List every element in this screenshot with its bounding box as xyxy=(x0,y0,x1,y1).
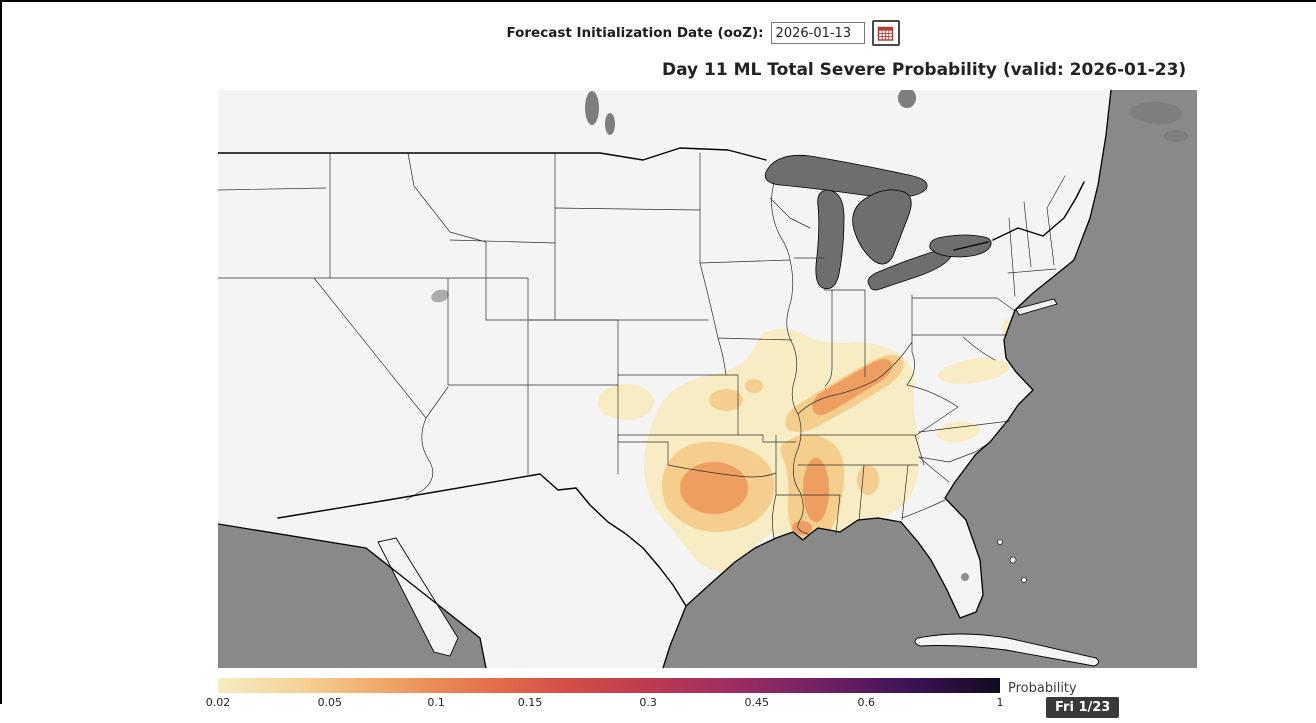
lake-ontario xyxy=(929,234,992,258)
colorbar-tick: 0.3 xyxy=(639,696,657,709)
colorbar-gradient xyxy=(218,678,1000,693)
colorbar-tick: 0.6 xyxy=(857,696,876,709)
bahamas-islands xyxy=(997,539,1027,583)
colorbar-tick: 0.45 xyxy=(744,696,770,709)
colorbar-ticks: 0.02 0.05 0.1 0.15 0.3 0.45 0.6 1 xyxy=(206,696,1004,710)
atlantic-gulf-water xyxy=(663,90,1197,668)
atlantic-gulf-coastline xyxy=(662,90,1112,668)
baja-california xyxy=(377,537,459,657)
colorbar-label: Probability xyxy=(1008,681,1077,696)
colorbar-tick: 0.1 xyxy=(427,696,445,709)
state-borders-central xyxy=(485,152,841,539)
forecast-map[interactable] xyxy=(218,90,1197,668)
left-border-line xyxy=(0,0,2,704)
prob-contour-002-west-oklahoma xyxy=(598,384,654,420)
top-border-line xyxy=(0,0,1316,2)
map-title: Day 11 ML Total Severe Probability (vali… xyxy=(662,60,1187,80)
lake-huron xyxy=(852,189,912,265)
country-borders xyxy=(218,147,1085,607)
colorbar-tick: 0.02 xyxy=(205,696,231,709)
prob-contour-005-missouri xyxy=(709,389,743,411)
lake-okeechobee xyxy=(961,573,969,581)
pacific-coastline xyxy=(218,523,487,668)
long-island xyxy=(1015,298,1058,316)
great-lakes xyxy=(764,154,992,291)
date-tooltip: Fri 1/23 xyxy=(1046,697,1120,718)
prob-contour-010-texas xyxy=(680,462,748,514)
prob-contour-005-alabama xyxy=(857,465,879,495)
forecast-header: Forecast Initialization Date (ooZ): xyxy=(0,20,1316,46)
forecast-date-input[interactable] xyxy=(770,22,865,44)
probability-contours xyxy=(598,319,1014,573)
prob-contour-002-virginia xyxy=(938,358,1010,384)
prob-contour-005-missouri-2 xyxy=(745,379,763,393)
lake-superior xyxy=(764,154,928,198)
prob-contour-010-louisiana-coast xyxy=(792,521,812,535)
colorbar-tick: 0.05 xyxy=(317,696,343,709)
calendar-button[interactable] xyxy=(871,20,900,46)
state-borders-east xyxy=(769,175,1066,522)
canada-lakes xyxy=(585,90,1188,142)
prob-contour-010-tennessee xyxy=(812,358,893,415)
calendar-icon xyxy=(877,26,894,41)
great-salt-lake xyxy=(431,289,449,303)
prob-contour-010-mississippi xyxy=(803,458,829,522)
colorbar-tick: 0.15 xyxy=(517,696,543,709)
cuba xyxy=(914,633,1099,667)
forecast-date-label: Forecast Initialization Date (ooZ): xyxy=(506,25,764,41)
state-borders xyxy=(218,152,1066,539)
state-borders-west xyxy=(218,152,619,501)
prob-contour-002-carolina xyxy=(936,421,980,443)
lake-michigan xyxy=(815,189,845,290)
pacific-water xyxy=(218,524,486,668)
colorbar-tick: 1 xyxy=(996,696,1004,709)
